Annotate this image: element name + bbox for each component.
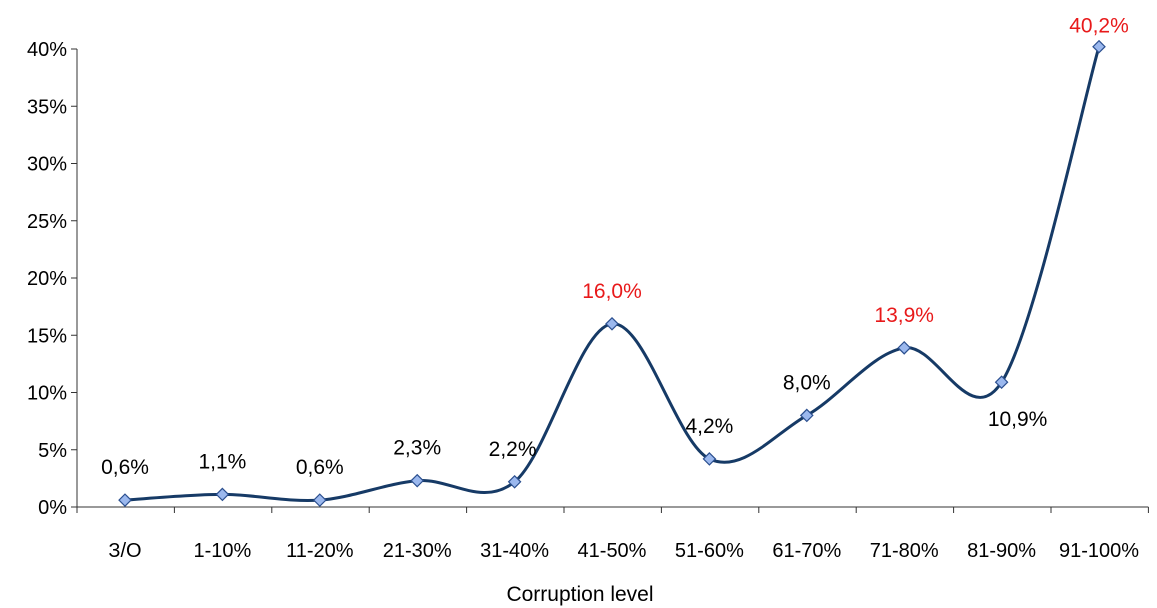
x-axis-title: Corruption level xyxy=(506,583,653,606)
x-tick-label: 61-70% xyxy=(772,540,841,562)
data-point-marker xyxy=(215,487,230,502)
data-label: 40,2% xyxy=(1069,15,1129,38)
y-tick-label: 25% xyxy=(27,211,67,233)
y-tick-label: 15% xyxy=(27,325,67,347)
data-point-marker xyxy=(118,493,132,507)
y-axis: 0% 5% 10% 15% 20% 25% 30% 35% 40% xyxy=(27,39,78,519)
data-point-marker xyxy=(312,493,327,507)
data-label: 16,0% xyxy=(582,280,642,303)
data-point-marker xyxy=(994,375,1009,390)
y-tick-label: 20% xyxy=(27,268,67,290)
x-tick-label: 51-60% xyxy=(675,540,744,562)
y-tick-label: 35% xyxy=(27,96,67,118)
y-tick-label: 10% xyxy=(27,383,67,405)
data-point-marker xyxy=(1092,39,1106,54)
x-tick-label: 21-30% xyxy=(383,540,452,562)
data-label: 0,6% xyxy=(101,456,149,479)
data-label: 2,3% xyxy=(393,437,441,460)
x-tick-label: 11-20% xyxy=(286,540,354,562)
x-ticks: З/О 1-10% 11-20% 21-30% 31-40% 41-50% 51-60% 61… xyxy=(76,507,1149,562)
data-label: 4,2% xyxy=(685,415,733,438)
data-labels: 0,6% 1,1% 0,6% 2,3% 2,2% 16,0% 4,2% 8,0% 13,9% 10… xyxy=(101,15,1129,479)
data-label: 2,2% xyxy=(489,438,537,461)
markers xyxy=(118,39,1106,507)
data-point-marker xyxy=(410,473,425,488)
y-tick-label: 5% xyxy=(38,440,67,462)
y-tick-label: 0% xyxy=(38,497,67,519)
data-point-marker xyxy=(507,474,522,489)
y-tick-label: 40% xyxy=(27,39,67,61)
x-tick-label: 71-80% xyxy=(870,540,939,562)
data-point-marker xyxy=(799,408,814,423)
y-tick-label: 30% xyxy=(27,154,67,176)
data-point-marker xyxy=(897,340,912,355)
data-label: 0,6% xyxy=(296,456,344,479)
data-point-marker xyxy=(702,452,717,466)
data-label: 10,9% xyxy=(988,408,1048,431)
x-tick-label: 81-90% xyxy=(967,540,1036,562)
y-ticks: 0% 5% 10% 15% 20% 25% 30% 35% 40% xyxy=(27,39,77,519)
x-tick-label: 91-100% xyxy=(1059,540,1139,562)
data-label: 8,0% xyxy=(783,371,831,394)
data-point-marker xyxy=(605,316,619,331)
x-axis: З/О 1-10% 11-20% 21-30% 31-40% 41-50% 51-60% 61… xyxy=(76,506,1149,562)
x-tick-label: 31-40% xyxy=(480,540,549,562)
data-label: 1,1% xyxy=(198,450,246,473)
data-label: 13,9% xyxy=(874,304,934,327)
x-tick-label: 1-10% xyxy=(193,540,251,562)
x-tick-label: 41-50% xyxy=(578,540,647,562)
series-line xyxy=(124,46,1101,503)
x-tick-label: З/О xyxy=(108,540,141,562)
